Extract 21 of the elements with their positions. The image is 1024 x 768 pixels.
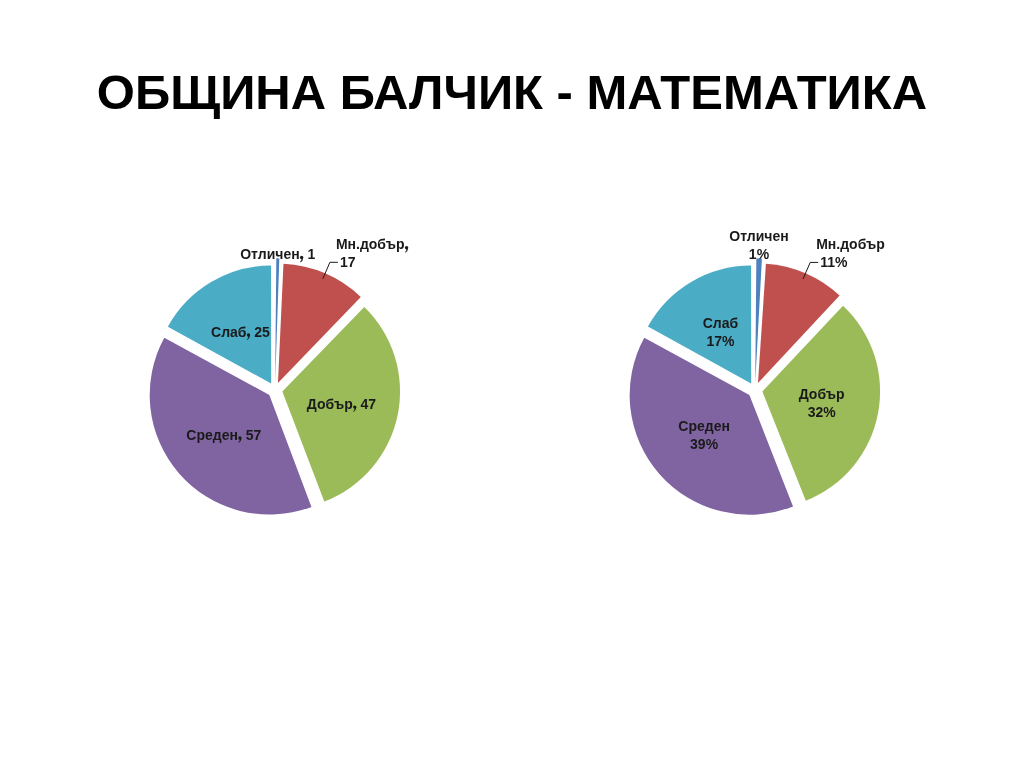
data-label: 57 bbox=[245, 426, 262, 443]
data-label: 25 bbox=[254, 323, 271, 340]
slice-label: Мн.добър bbox=[816, 236, 885, 253]
slice-label: Слаб bbox=[702, 314, 739, 331]
data-label: 39% bbox=[690, 435, 719, 452]
data-label: 17 bbox=[339, 254, 356, 271]
data-label: 32% bbox=[807, 403, 837, 420]
data-label: 1% bbox=[748, 246, 770, 263]
slice-label: Мн.добър bbox=[335, 236, 405, 253]
slice-label: Добър bbox=[798, 385, 845, 402]
slice-label: Добър bbox=[306, 395, 353, 412]
data-label: 17% bbox=[706, 332, 736, 349]
data-label: 1 bbox=[307, 246, 316, 263]
text: ОБЩИНА БАЛЧИК - МАТЕМАТИКА bbox=[95, 64, 929, 120]
slice-label: Отличен bbox=[729, 228, 789, 245]
slice-label: Отличен bbox=[240, 246, 300, 263]
data-label: 11% bbox=[820, 254, 848, 271]
slice-label: Слаб bbox=[211, 323, 247, 340]
slice-label: Среден bbox=[678, 417, 730, 434]
slice-label: Среден bbox=[186, 426, 238, 443]
data-label: 47 bbox=[360, 395, 377, 412]
